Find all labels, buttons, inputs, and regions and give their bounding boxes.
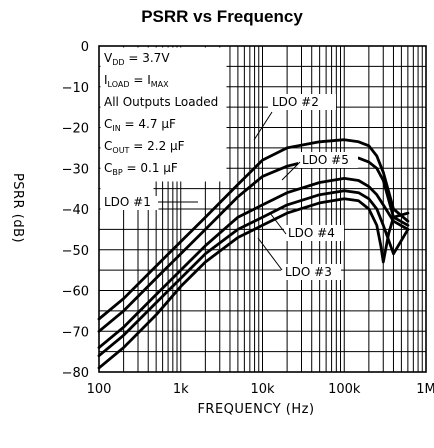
condition-cbp: CBP = 0.1 µF [104,161,178,177]
condition-cin: CIN = 4.7 µF [104,117,176,133]
y-axis-ticks: 0 −10 −20 −30 −40 −50 −60 −70 −80 [62,40,89,381]
series-label-ldo4: LDO #4 [288,226,335,240]
series-labels: LDO #1 LDO #2 LDO #5 LDO #4 LDO #3 [104,95,349,279]
series-label-ldo2: LDO #2 [272,95,319,109]
leader-ldo5 [281,161,301,181]
condition-cout: COUT = 2.2 µF [104,139,185,155]
label-mask [100,47,227,182]
label-mask [298,152,358,168]
label-mask [100,181,154,196]
label-mask [281,264,341,280]
y-tick-label: −80 [62,366,89,381]
x-axis-ticks: 100 1k 10k 100k 1M [87,382,434,397]
x-tick-label: 100k [328,382,361,397]
series-line-ldo3 [97,197,410,370]
series-line-ldo5 [97,177,410,349]
leader-ldo2 [253,111,273,141]
condition-iload: ILOAD = IMAX [104,73,169,89]
chart-title: PSRR vs Frequency [141,7,303,26]
label-mask [284,225,344,241]
x-tick-label: 10k [250,382,275,397]
label-mask [268,94,336,110]
series-label-ldo3: LDO #3 [285,265,332,279]
y-tick-label: 0 [81,40,89,55]
label-mask [100,196,159,210]
x-axis-label: FREQUENCY (Hz) [197,402,314,417]
x-tick-label: 1M [416,382,434,397]
plot-frame [98,45,427,373]
y-axis-label: PSRR (dB) [10,173,25,243]
leader-ldo4 [269,212,287,235]
series-line-ldo4 [97,189,410,358]
x-tick-label: 1k [173,382,189,397]
y-tick-label: −20 [62,122,89,137]
y-tick-label: −60 [62,285,89,300]
condition-outputs: All Outputs Loaded [104,95,218,109]
test-conditions: VDD = 3.7V ILOAD = IMAX All Outputs Load… [104,51,218,177]
y-tick-label: −50 [62,244,89,259]
condition-vdd: VDD = 3.7V [104,51,170,67]
series-line-ldo2 [97,138,410,321]
label-leaders [158,111,301,271]
y-tick-label: −70 [62,325,89,340]
y-tick-label: −40 [62,203,89,218]
x-tick-label: 100 [87,382,112,397]
series-label-ldo5: LDO #5 [302,153,349,167]
label-masks [100,47,358,280]
leader-ldo3 [257,237,283,271]
series-label-ldo1: LDO #1 [104,195,151,209]
y-tick-label: −10 [62,81,89,96]
y-tick-label: −30 [62,162,89,177]
